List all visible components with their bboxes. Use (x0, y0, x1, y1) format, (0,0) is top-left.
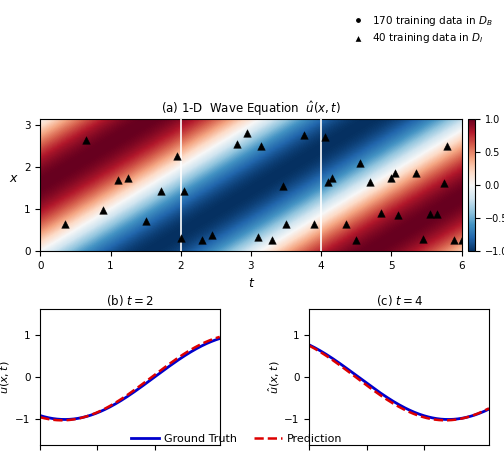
Point (458, 236, 466, 243)
Point (243, 129, 251, 137)
Point (451, 236, 459, 243)
Point (377, 210, 385, 217)
Point (198, 236, 206, 243)
Title: (a) 1-D  Wave Equation  $\hat{u}(x,t)$: (a) 1-D Wave Equation $\hat{u}(x,t)$ (161, 99, 341, 118)
Point (426, 211, 434, 218)
Point (342, 220, 350, 227)
Point (356, 159, 364, 167)
Point (419, 235, 427, 242)
Point (157, 188, 165, 195)
Y-axis label: $\hat{u}(x,t)$: $\hat{u}(x,t)$ (266, 360, 282, 394)
Point (366, 178, 374, 185)
Point (324, 178, 332, 185)
Legend: 170 training data in $D_B$, 40 training data in $D_I$: 170 training data in $D_B$, 40 training … (347, 14, 492, 45)
Point (208, 232, 216, 239)
Point (352, 236, 360, 243)
Point (282, 220, 290, 227)
Y-axis label: $\hat{u}(x,t)$: $\hat{u}(x,t)$ (0, 360, 13, 394)
Point (99, 207, 107, 214)
Title: (c) $t = 4$: (c) $t = 4$ (375, 293, 423, 308)
Point (173, 153, 181, 160)
Point (391, 170, 399, 177)
Point (310, 220, 318, 227)
Point (124, 174, 132, 181)
X-axis label: t: t (248, 276, 254, 290)
Point (254, 233, 262, 240)
Point (258, 142, 266, 149)
Point (177, 234, 185, 242)
Point (328, 174, 336, 181)
Point (321, 134, 329, 141)
Point (440, 179, 448, 187)
Point (433, 211, 441, 218)
Title: (b) $t = 2$: (b) $t = 2$ (106, 293, 154, 308)
Point (113, 176, 121, 183)
Point (412, 170, 420, 177)
Point (61, 220, 69, 227)
Point (268, 236, 276, 243)
Y-axis label: x: x (9, 172, 17, 185)
Point (299, 132, 307, 139)
Point (444, 142, 452, 149)
Point (180, 188, 188, 195)
Point (142, 217, 150, 225)
Point (233, 140, 241, 148)
Point (387, 174, 395, 181)
Legend: Ground Truth, Prediction: Ground Truth, Prediction (127, 429, 347, 449)
Point (279, 183, 287, 190)
Point (82, 136, 90, 143)
Point (394, 212, 402, 219)
